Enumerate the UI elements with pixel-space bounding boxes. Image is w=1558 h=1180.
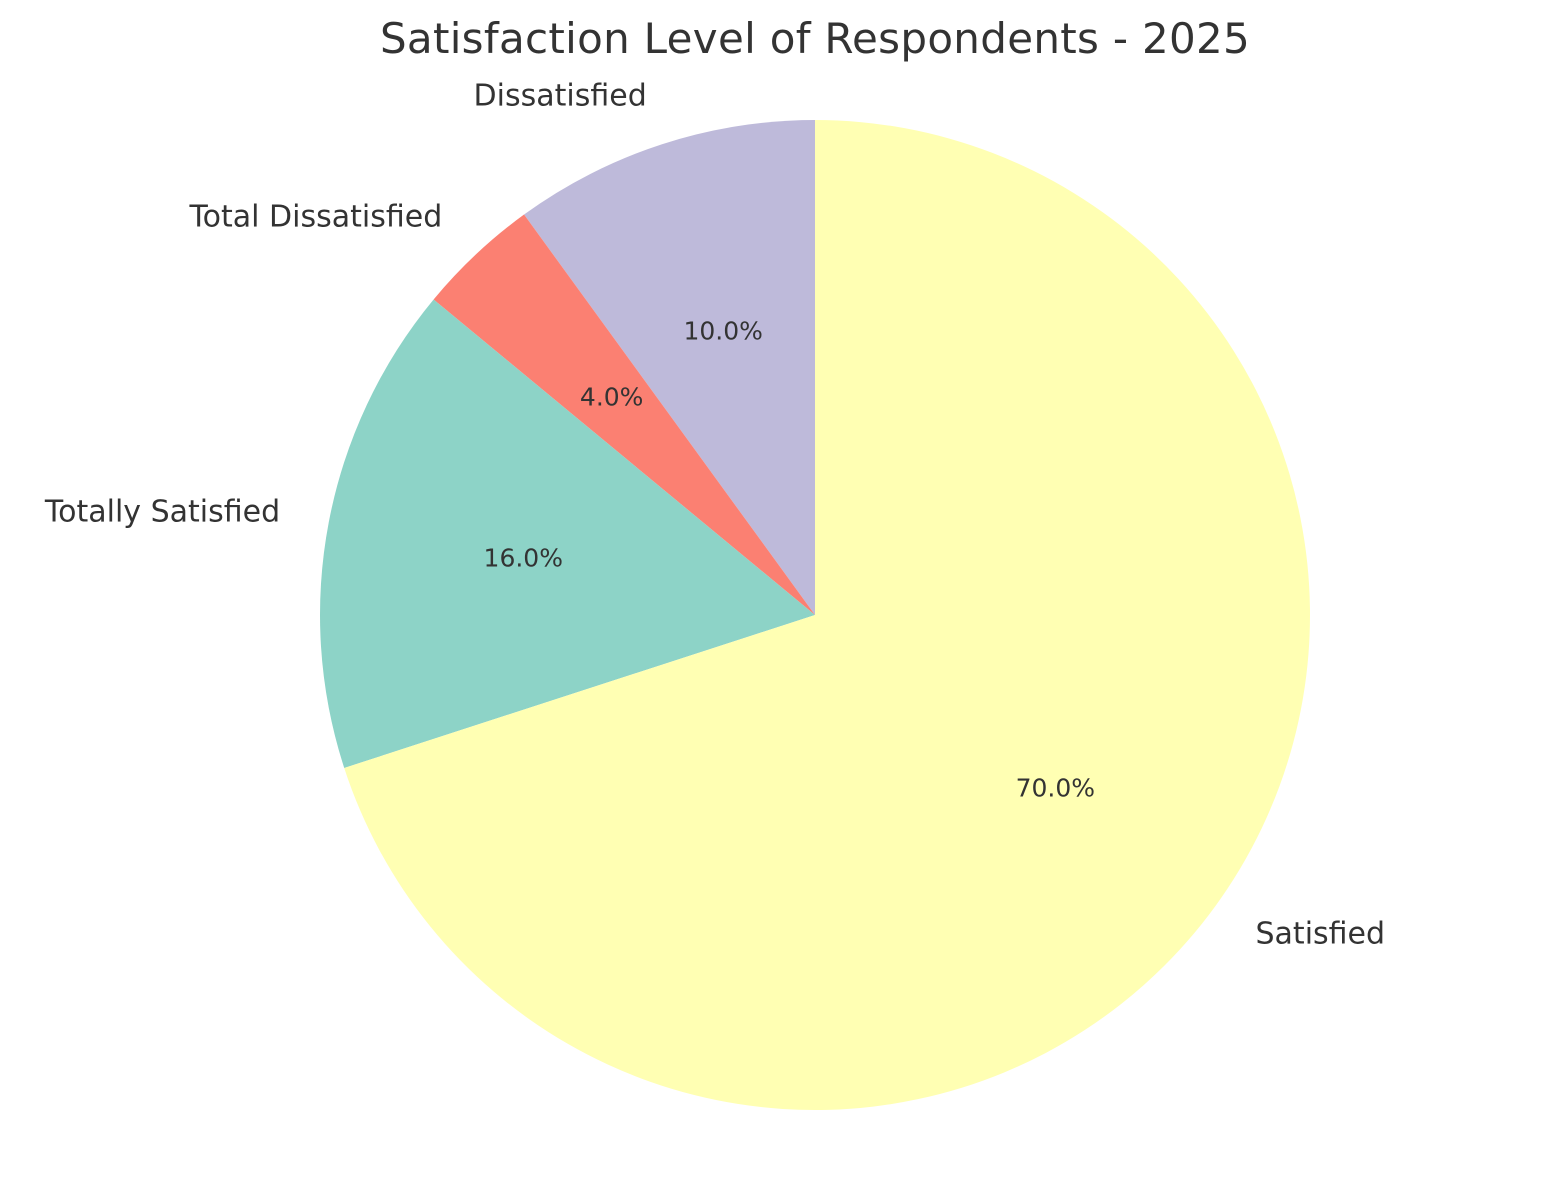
slice-percent-label: 10.0% <box>684 317 763 346</box>
slice-label: Totally Satisfied <box>44 494 280 529</box>
pie-slices <box>320 120 1311 1110</box>
slice-percent-label: 16.0% <box>484 543 563 572</box>
pie-slice-dissatisfied <box>524 120 815 615</box>
slice-label: Satisfied <box>1256 917 1386 952</box>
chart-title: Satisfaction Level of Respondents - 2025 <box>379 14 1251 63</box>
pie-slice-satisfied <box>344 120 1311 1110</box>
slice-label: Dissatisfied <box>474 79 647 114</box>
pie-slice-totally-satisfied <box>320 299 815 768</box>
slice-percent-label: 70.0% <box>1016 774 1095 803</box>
slice-percent-label: 4.0% <box>580 382 644 411</box>
pie-labels: Dissatisfied 10.0% Total Dissatisfied 4.0% T… <box>44 79 1385 952</box>
pie-slice-total-dissatisfied <box>433 214 815 615</box>
slice-label: Total Dissatisfied <box>188 200 442 235</box>
